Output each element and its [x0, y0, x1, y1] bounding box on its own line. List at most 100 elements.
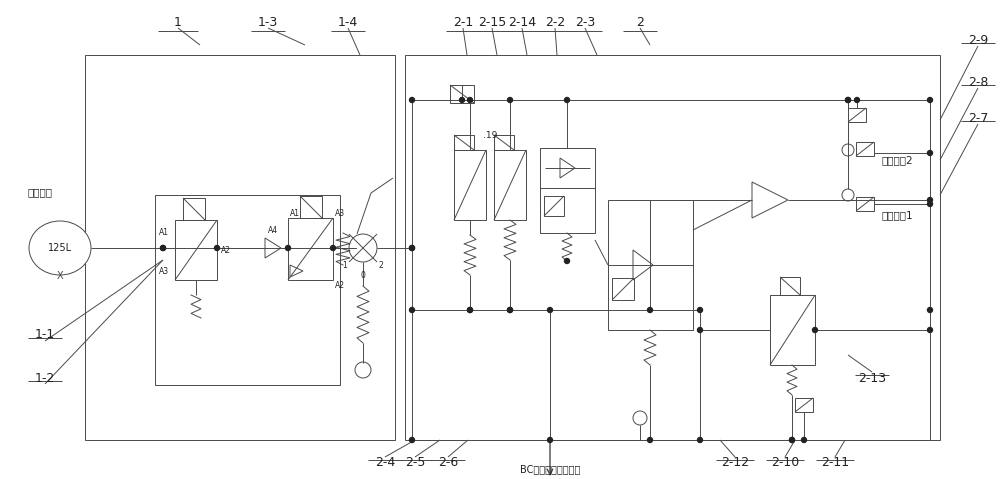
Text: A1: A1: [290, 208, 300, 217]
Text: A3: A3: [335, 208, 345, 217]
Circle shape: [846, 98, 850, 103]
Text: 空簧压力2: 空簧压力2: [881, 155, 913, 165]
Text: 2: 2: [379, 262, 383, 271]
Text: .19: .19: [483, 130, 497, 139]
Circle shape: [698, 328, 702, 332]
Bar: [450, 85, 474, 103]
Text: 制动风缸: 制动风缸: [28, 187, 52, 197]
Text: 2-6: 2-6: [438, 456, 458, 469]
Text: A4: A4: [268, 226, 278, 235]
Circle shape: [410, 246, 415, 251]
Text: 2-7: 2-7: [968, 112, 988, 125]
Text: 2-2: 2-2: [545, 15, 565, 28]
Text: 2-4: 2-4: [375, 456, 395, 469]
Text: A3: A3: [159, 267, 169, 276]
Bar: [155, 195, 340, 385]
Bar: [795, 398, 813, 412]
Text: A2: A2: [335, 281, 345, 289]
Text: 125L: 125L: [48, 243, 72, 253]
Text: 2-1: 2-1: [453, 15, 473, 28]
Bar: [288, 218, 333, 280]
Circle shape: [928, 197, 932, 203]
Text: 2-8: 2-8: [968, 76, 988, 89]
Text: 2: 2: [636, 15, 644, 28]
Bar: [856, 197, 874, 211]
Circle shape: [790, 437, 794, 443]
Bar: [540, 148, 595, 233]
Text: 2-5: 2-5: [405, 456, 425, 469]
Bar: [612, 278, 634, 300]
Circle shape: [928, 328, 932, 332]
Bar: [780, 277, 800, 295]
Circle shape: [698, 308, 702, 312]
Circle shape: [508, 308, 512, 312]
Bar: [494, 150, 526, 220]
Text: 2-3: 2-3: [575, 15, 595, 28]
Text: X: X: [57, 271, 63, 281]
Circle shape: [790, 437, 794, 443]
Circle shape: [468, 98, 473, 103]
Circle shape: [548, 308, 552, 312]
Circle shape: [410, 437, 415, 443]
Text: BC压力（至制动缸）: BC压力（至制动缸）: [520, 464, 580, 474]
Circle shape: [160, 246, 166, 251]
Text: 2-9: 2-9: [968, 34, 988, 46]
Text: 1-3: 1-3: [258, 15, 278, 28]
Circle shape: [214, 246, 220, 251]
Circle shape: [648, 437, 652, 443]
Bar: [175, 220, 217, 280]
Circle shape: [286, 246, 290, 251]
Circle shape: [928, 308, 932, 312]
Text: 1-2: 1-2: [35, 372, 55, 385]
Circle shape: [928, 202, 932, 206]
Bar: [300, 196, 322, 218]
Circle shape: [648, 308, 652, 312]
Circle shape: [410, 308, 415, 312]
Text: 2-12: 2-12: [721, 456, 749, 469]
Circle shape: [508, 308, 512, 312]
Circle shape: [508, 98, 512, 103]
Text: 2-14: 2-14: [508, 15, 536, 28]
Circle shape: [846, 98, 850, 103]
Circle shape: [548, 437, 552, 443]
Bar: [405, 55, 940, 440]
Circle shape: [698, 437, 702, 443]
Circle shape: [854, 98, 860, 103]
Bar: [544, 196, 564, 216]
Bar: [494, 135, 514, 150]
Text: 0: 0: [361, 272, 365, 281]
Text: 空簧压力1: 空簧压力1: [881, 210, 913, 220]
Text: 2-11: 2-11: [821, 456, 849, 469]
Text: 2-13: 2-13: [858, 372, 886, 385]
Text: 2-10: 2-10: [771, 456, 799, 469]
Circle shape: [468, 308, 473, 312]
Text: 1: 1: [343, 262, 347, 271]
Circle shape: [410, 246, 415, 251]
Circle shape: [410, 98, 415, 103]
Circle shape: [802, 437, 806, 443]
Text: A1: A1: [159, 228, 169, 237]
Circle shape: [812, 328, 818, 332]
Text: 2-15: 2-15: [478, 15, 506, 28]
Bar: [770, 295, 815, 365]
Bar: [183, 198, 205, 220]
Ellipse shape: [29, 221, 91, 275]
Circle shape: [460, 98, 464, 103]
Text: 1-4: 1-4: [338, 15, 358, 28]
Text: 1: 1: [174, 15, 182, 28]
Bar: [856, 142, 874, 156]
Text: 1-1: 1-1: [35, 329, 55, 342]
Circle shape: [330, 246, 336, 251]
Circle shape: [160, 246, 166, 251]
Circle shape: [564, 259, 570, 263]
Bar: [608, 200, 693, 330]
Bar: [454, 135, 474, 150]
Bar: [454, 150, 486, 220]
Bar: [848, 108, 866, 122]
Circle shape: [468, 308, 473, 312]
Circle shape: [928, 150, 932, 156]
Text: A2: A2: [221, 246, 231, 254]
Circle shape: [564, 98, 570, 103]
Bar: [85, 55, 395, 440]
Circle shape: [928, 98, 932, 103]
